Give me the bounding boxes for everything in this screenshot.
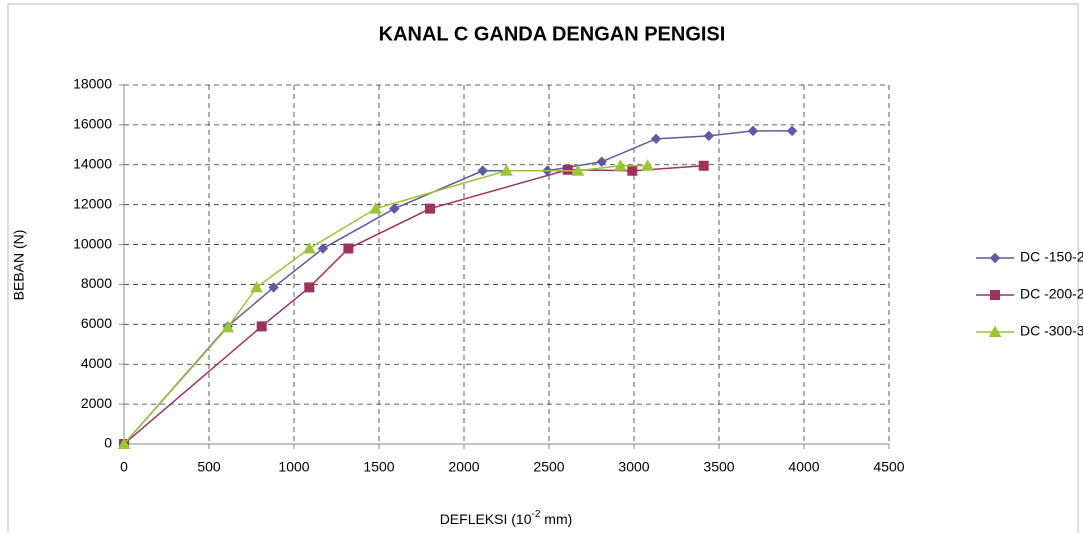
marker — [562, 164, 573, 175]
x-label-part: DEFLEKSI (10 — [440, 511, 532, 527]
marker — [571, 164, 585, 176]
legend-label: DC -300-3 — [1020, 323, 1083, 339]
marker — [425, 203, 435, 214]
y-tick-label: 14000 — [73, 155, 112, 171]
x-tick-label: 1000 — [278, 459, 309, 475]
marker — [117, 437, 131, 449]
marker — [250, 280, 263, 293]
marker — [650, 133, 662, 145]
marker — [614, 159, 627, 171]
marker — [256, 321, 267, 332]
marker — [989, 252, 1001, 264]
marker — [703, 130, 715, 142]
x-tick-label: 4500 — [873, 459, 904, 475]
x-tick-label: 0 — [120, 459, 128, 475]
x-tick-label: 1500 — [363, 459, 394, 475]
marker — [389, 203, 400, 214]
y-tick-label: 10000 — [73, 235, 112, 251]
marker — [641, 159, 654, 171]
y-tick-label: 12000 — [73, 195, 112, 211]
marker — [268, 282, 279, 293]
y-tick-label: 18000 — [73, 76, 112, 92]
x-tick-label: 4000 — [788, 459, 819, 475]
marker — [500, 164, 513, 176]
marker — [302, 242, 316, 254]
x-label-sup: -2 — [532, 509, 541, 520]
marker — [369, 202, 382, 214]
chart-title: KANAL C GANDA DENGAN PENGISI — [379, 23, 726, 45]
legend-label: DC -200-2 — [1020, 286, 1083, 302]
marker — [304, 282, 315, 293]
y-tick-label: 8000 — [81, 275, 112, 291]
marker — [698, 160, 709, 171]
marker — [317, 243, 329, 254]
chart-border — [7, 3, 1079, 533]
marker — [627, 165, 638, 176]
marker — [988, 325, 1002, 337]
legend-label: DC -150-2 — [1020, 249, 1083, 265]
x-tick-label: 2500 — [533, 459, 564, 475]
y-tick-label: 4000 — [81, 355, 112, 371]
marker — [990, 290, 1000, 300]
marker — [477, 165, 488, 176]
x-tick-label: 500 — [197, 459, 221, 475]
marker — [221, 320, 235, 333]
y-tick-label: 0 — [104, 435, 112, 451]
x-label-part: mm) — [540, 511, 572, 527]
marker — [747, 125, 759, 137]
marker — [786, 125, 798, 137]
x-tick-label: 3500 — [703, 459, 734, 475]
y-tick-label: 6000 — [81, 315, 112, 331]
x-tick-label: 2000 — [448, 459, 479, 475]
y-axis-label: BEBAN (N) — [11, 230, 27, 301]
marker — [596, 156, 607, 167]
series-line — [123, 165, 704, 445]
x-tick-label: 3000 — [618, 459, 649, 475]
x-axis-label: DEFLEKSI (10-2 mm) — [440, 509, 573, 527]
series-line — [123, 130, 793, 445]
marker — [343, 243, 354, 254]
y-tick-label: 16000 — [73, 116, 112, 132]
series-line — [123, 165, 648, 445]
y-tick-label: 2000 — [81, 395, 112, 411]
